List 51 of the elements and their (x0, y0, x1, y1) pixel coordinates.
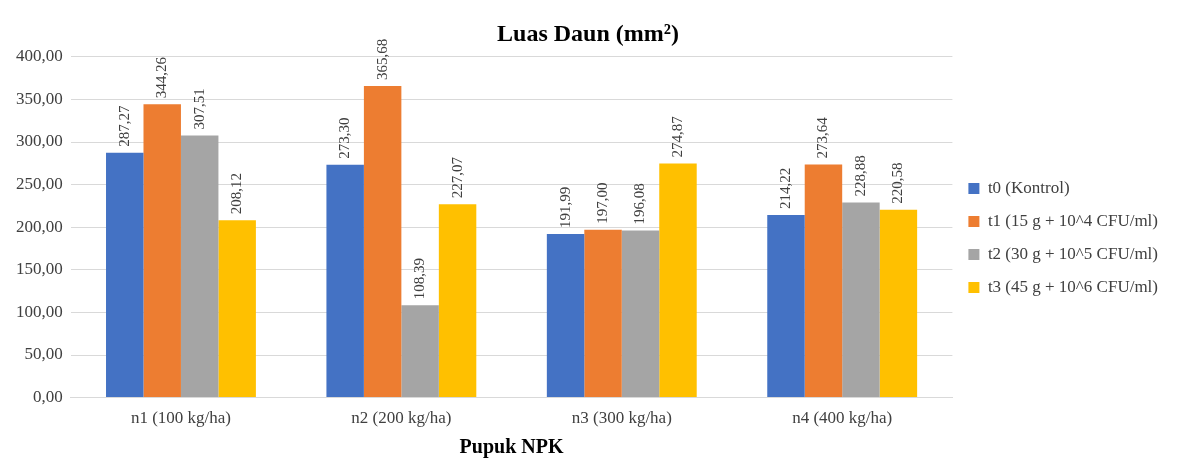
data-label: 108,39 (411, 258, 428, 300)
legend-label: t0 (Kontrol) (987, 177, 1070, 197)
data-label: 196,08 (631, 183, 648, 225)
data-label: 197,00 (593, 182, 610, 224)
data-label: 208,12 (228, 173, 245, 215)
data-label: 287,27 (115, 105, 132, 147)
y-tick-label: 350,00 (16, 88, 63, 108)
bar (326, 164, 364, 398)
bar (659, 163, 697, 398)
x-axis-title: Pupuk NPK (459, 435, 564, 459)
data-label: 273,30 (336, 117, 353, 159)
x-tick-label: n3 (300 kg/ha) (571, 408, 672, 428)
chart-title: Luas Daun (mm²) (497, 19, 679, 46)
data-label: 274,87 (668, 115, 685, 158)
y-tick-label: 50,00 (24, 344, 63, 364)
bar (218, 220, 256, 398)
x-tick-label: n1 (100 kg/ha) (130, 408, 231, 428)
legend-label: t3 (45 g + 10^6 CFU/ml) (987, 276, 1159, 296)
bar (546, 234, 585, 398)
data-label: 227,07 (448, 156, 465, 199)
bar (143, 104, 181, 398)
bar (879, 209, 918, 398)
bar (584, 229, 622, 398)
bar (438, 204, 477, 398)
y-tick-label: 150,00 (16, 259, 63, 279)
data-label: 344,26 (153, 56, 170, 99)
legend-label: t2 (30 g + 10^5 CFU/ml) (987, 243, 1159, 263)
data-label: 228,88 (851, 155, 868, 197)
y-tick-label: 250,00 (16, 174, 63, 194)
data-label: 220,58 (889, 162, 906, 204)
bar (767, 215, 805, 398)
y-tick-label: 400,00 (16, 46, 63, 66)
data-label: 365,68 (373, 38, 390, 81)
y-tick-label: 100,00 (16, 301, 63, 321)
x-tick-label: n2 (200 kg/ha) (351, 408, 452, 428)
bar (180, 135, 219, 398)
legend-label: t1 (15 g + 10^4 CFU/ml) (987, 210, 1159, 230)
data-label: 307,51 (190, 88, 207, 130)
bar (842, 202, 880, 398)
bar (363, 86, 402, 398)
y-tick-label: 300,00 (16, 131, 63, 151)
bar (106, 152, 144, 398)
x-tick-label: n4 (400 kg/ha) (792, 408, 893, 428)
bar (401, 305, 439, 398)
data-label: 273,64 (814, 116, 831, 159)
bar (804, 164, 843, 398)
y-tick-label: 200,00 (16, 216, 63, 236)
y-tick-label: 0,00 (33, 387, 63, 407)
data-label: 214,22 (776, 167, 793, 210)
bar (621, 230, 660, 398)
data-label: 191,99 (556, 186, 573, 229)
